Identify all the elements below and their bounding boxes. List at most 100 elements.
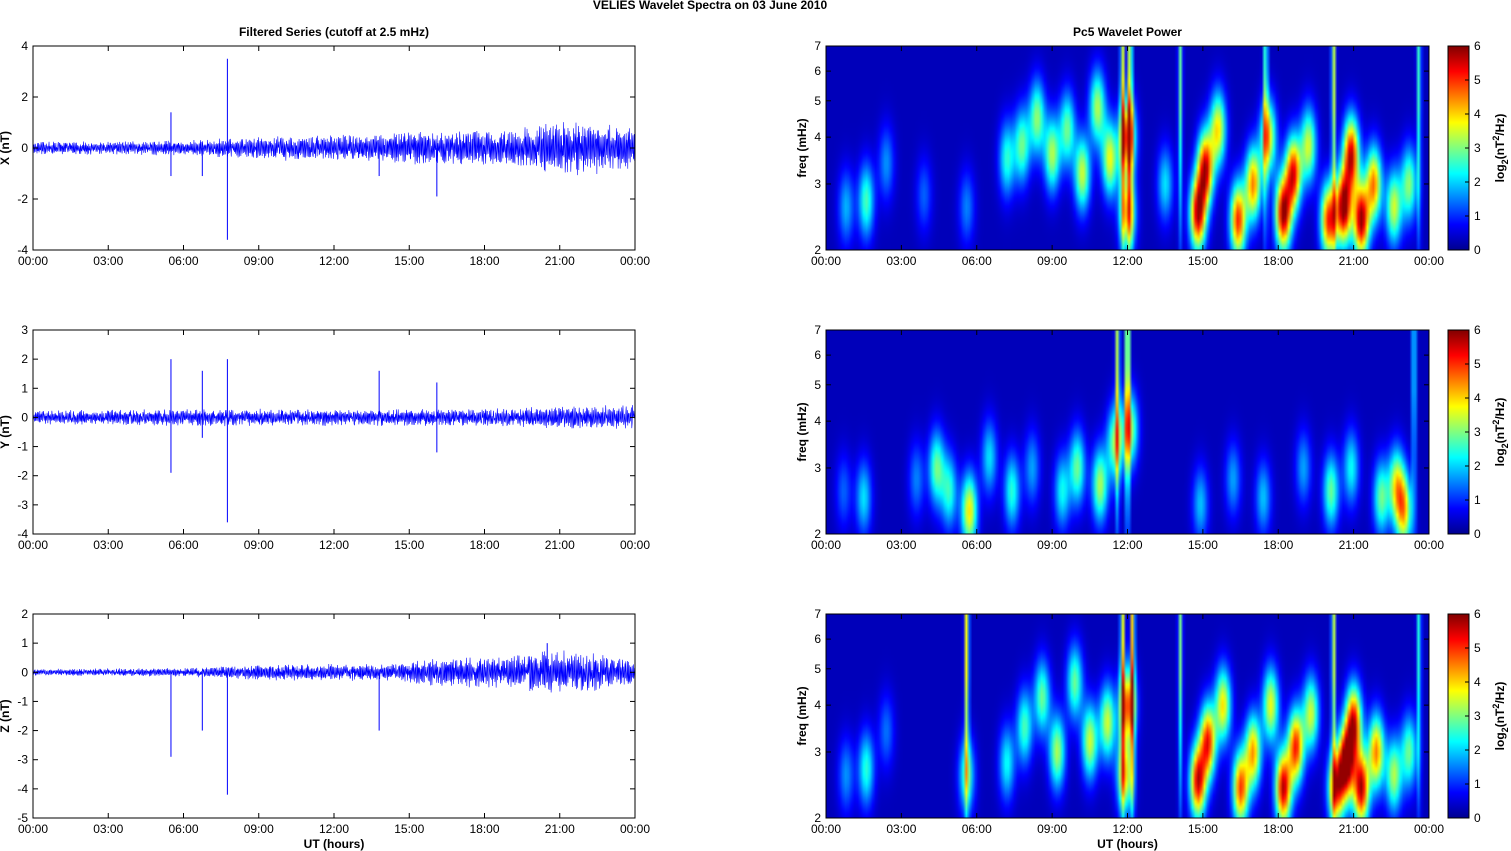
x-tick-label: 18:00	[469, 538, 499, 552]
x-tick-label: 00:00	[18, 254, 48, 268]
colorbar-tick-label: 5	[1474, 641, 1481, 655]
chart-title: Filtered Series (cutoff at 2.5 mHz)	[239, 25, 429, 39]
x-tick-label: 09:00	[1037, 822, 1067, 836]
x-tick-label: 00:00	[811, 538, 841, 552]
x-tick-label: 21:00	[1339, 822, 1369, 836]
y-tick-label: 1	[21, 636, 28, 650]
x-tick-label: 12:00	[1112, 254, 1142, 268]
colorbar-tick-label: 0	[1474, 243, 1481, 257]
x-tick-label: 06:00	[962, 822, 992, 836]
colorbar-label: log2(nT2/Hz)	[1491, 114, 1510, 183]
y-tick-label: 0	[21, 141, 28, 155]
colorbar-tick-label: 3	[1474, 709, 1481, 723]
colorbar-label: log2(nT2/Hz)	[1491, 682, 1510, 751]
y-tick-label: 1	[21, 381, 28, 395]
x-tick-label: 00:00	[620, 254, 650, 268]
colorbar-tick-label: 2	[1474, 175, 1481, 189]
x-tick-label: 21:00	[1339, 254, 1369, 268]
x-tick-label: 09:00	[244, 254, 274, 268]
colorbar-tick-label: 1	[1474, 209, 1481, 223]
x-tick-label: 09:00	[244, 822, 274, 836]
filtered-series-panel-1: -4 -2 0 2 4 X (nT) 00:00 03:00 06:00 09:00 12:00 15…	[0, 25, 650, 268]
colorbar-tick-label: 6	[1474, 39, 1481, 53]
x-tick-label: 09:00	[244, 538, 274, 552]
x-tick-label: 18:00	[469, 254, 499, 268]
y-tick-label: -2	[17, 724, 28, 738]
x-tick-label: 00:00	[811, 822, 841, 836]
y-axis-label: freq (mHz)	[795, 402, 809, 461]
x-tick-label: 15:00	[1188, 538, 1218, 552]
x-tick-label: 21:00	[545, 822, 575, 836]
x-tick-label: 12:00	[319, 254, 349, 268]
y-tick-label: -5	[17, 811, 28, 825]
x-tick-label: 15:00	[1188, 822, 1218, 836]
x-tick-label: 03:00	[886, 538, 916, 552]
colorbar-tick-label: 3	[1474, 141, 1481, 155]
x-tick-label: 03:00	[93, 254, 123, 268]
colorbar-tick-label: 3	[1474, 425, 1481, 439]
x-tick-label: 03:00	[886, 254, 916, 268]
x-tick-label: 21:00	[545, 538, 575, 552]
y-tick-label: -4	[17, 243, 28, 257]
x-tick-label: 15:00	[394, 254, 424, 268]
series-line	[32, 650, 636, 693]
x-tick-label: 21:00	[1339, 538, 1369, 552]
y-tick-label: -1	[17, 440, 28, 454]
x-tick-label: 12:00	[1112, 822, 1142, 836]
x-tick-label: 06:00	[168, 254, 198, 268]
y-tick-label: 3	[21, 323, 28, 337]
y-tick-label: -4	[17, 527, 28, 541]
y-tick-label: 0	[21, 665, 28, 679]
y-tick-label: 3	[814, 461, 821, 475]
y-tick-label: 6	[814, 348, 821, 362]
y-tick-label: 4	[814, 130, 821, 144]
y-tick-label: -3	[17, 498, 28, 512]
x-tick-label: 03:00	[93, 538, 123, 552]
x-tick-label: 18:00	[1263, 822, 1293, 836]
x-tick-label: 00:00	[1414, 538, 1444, 552]
colorbar-tick-label: 2	[1474, 743, 1481, 757]
series-line	[32, 122, 636, 176]
x-tick-label: 06:00	[168, 538, 198, 552]
chart-title: Pc5 Wavelet Power	[1073, 25, 1182, 39]
y-tick-label: 6	[814, 64, 821, 78]
x-tick-label: 18:00	[1263, 538, 1293, 552]
y-axis-label: freq (mHz)	[795, 118, 809, 177]
x-tick-label: 00:00	[18, 538, 48, 552]
plot-area	[33, 614, 635, 818]
colorbar-tick-label: 1	[1474, 493, 1481, 507]
x-tick-label: 00:00	[620, 538, 650, 552]
x-tick-label: 03:00	[886, 822, 916, 836]
x-tick-label: 06:00	[962, 538, 992, 552]
colorbar-label: log2(nT2/Hz)	[1491, 398, 1510, 467]
wavelet-power-panel-2: 2 3 4 5 6 7 freq (mHz) 00:00 03:00 06:00 09:00 12:0…	[795, 323, 1510, 552]
filtered-series-panel-2: -4 -3 -2 -1 0 1 2 3 Y (nT) 00:00 03:00 06:00 09:00 12…	[0, 323, 650, 552]
y-tick-label: 2	[21, 607, 28, 621]
series-line	[32, 405, 636, 429]
figure-suptitle: VELIES Wavelet Spectra on 03 June 2010	[593, 0, 828, 12]
colorbar-tick-label: 5	[1474, 73, 1481, 87]
y-tick-label: 2	[814, 243, 821, 257]
filtered-series-panel-3: -5 -4 -3 -2 -1 0 1 2 Z (nT) 00:00 03:00 06:00 09:00 1…	[0, 607, 650, 851]
x-tick-label: 18:00	[1263, 254, 1293, 268]
y-tick-label: 5	[814, 94, 821, 108]
x-tick-label: 12:00	[1112, 538, 1142, 552]
wavelet-power-panel-1: 2 3 4 5 6 7 freq (mHz) 00:00 03:00 06:00 09:00 12:0…	[795, 25, 1510, 268]
y-tick-label: -2	[17, 469, 28, 483]
wavelet-power-panel-3: 2 3 4 5 6 7 freq (mHz) 00:00 03:00 06:00 09:00 12:0…	[795, 607, 1510, 851]
y-tick-label: 5	[814, 662, 821, 676]
wavelet-power-image	[826, 330, 1429, 534]
x-tick-label: 09:00	[1037, 254, 1067, 268]
y-tick-label: 2	[21, 352, 28, 366]
x-tick-label: 00:00	[18, 822, 48, 836]
y-axis-label: Z (nT)	[0, 699, 12, 732]
y-tick-label: 3	[814, 745, 821, 759]
x-tick-label: 00:00	[1414, 254, 1444, 268]
x-tick-label: 03:00	[93, 822, 123, 836]
x-tick-label: 12:00	[319, 822, 349, 836]
y-tick-label: 4	[814, 698, 821, 712]
x-tick-label: 09:00	[1037, 538, 1067, 552]
colorbar-tick-label: 6	[1474, 607, 1481, 621]
plot-area	[33, 330, 635, 534]
colorbar-tick-label: 4	[1474, 391, 1481, 405]
